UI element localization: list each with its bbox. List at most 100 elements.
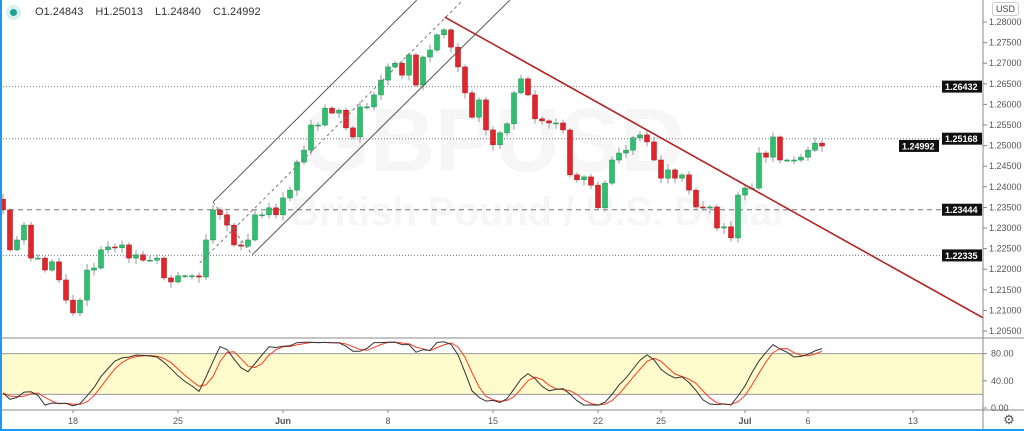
candle-up — [770, 136, 776, 158]
candle-down — [539, 118, 545, 122]
candle-down — [238, 244, 244, 247]
candle-up — [266, 207, 272, 216]
candle-down — [714, 206, 720, 229]
settings-gear-icon[interactable]: ⚙ — [1003, 412, 1015, 427]
candle-down — [490, 129, 496, 146]
candle-down — [658, 159, 664, 179]
candle-down — [231, 224, 237, 246]
candle-up — [336, 109, 342, 114]
candle-up — [756, 152, 762, 189]
candle-down — [651, 141, 657, 161]
legend-close: C1.24992 — [212, 6, 261, 18]
price-tick-label: 1.27500 — [989, 38, 1022, 48]
level-price-label: 1.26432 — [945, 82, 978, 92]
candle-up — [105, 246, 111, 251]
candle-down — [56, 261, 62, 281]
candle-up — [679, 174, 685, 179]
candle-up — [49, 261, 55, 271]
candle-up — [147, 259, 153, 262]
bottom-border — [0, 429, 1024, 431]
channel-upper-line — [212, 0, 418, 203]
candle-down — [399, 62, 405, 76]
price-tick-label: 1.26500 — [989, 79, 1022, 89]
candle-up — [392, 62, 398, 68]
candle-up — [406, 54, 412, 76]
level-price-label-box — [942, 132, 982, 145]
stochastic-d-line — [2, 341, 823, 406]
currency-badge[interactable]: USD — [992, 2, 1020, 16]
time-tick-label: 25 — [173, 416, 183, 426]
candle-up — [371, 94, 377, 108]
candle-up — [602, 182, 608, 209]
stoch-tick-label: 0.00 — [991, 403, 1009, 413]
candle-up — [189, 275, 195, 278]
candle-down — [329, 107, 335, 114]
candle-up — [504, 123, 510, 134]
candle-down — [413, 54, 419, 86]
candle-up — [497, 132, 503, 146]
candle-up — [210, 209, 216, 241]
candle-up — [616, 152, 622, 161]
candle-up — [735, 194, 741, 239]
candle-up — [21, 224, 27, 241]
time-tick-label: 18 — [68, 416, 78, 426]
candle-up — [511, 92, 517, 125]
stochastic-pane — [0, 341, 983, 407]
price-tick-label: 1.21000 — [989, 305, 1022, 315]
candle-down — [140, 254, 146, 261]
candle-up — [427, 49, 433, 58]
candle-up — [315, 124, 321, 127]
candle-down — [819, 142, 825, 147]
candle-up — [287, 189, 293, 199]
price-tick-label: 1.22000 — [989, 264, 1022, 274]
candle-down — [567, 129, 573, 176]
price-tick-label: 1.27000 — [989, 58, 1022, 68]
level-price-label-box — [942, 80, 982, 93]
candle-up — [385, 66, 391, 81]
candle-up — [252, 214, 258, 241]
time-tick-label: Jun — [275, 416, 291, 426]
candle-up — [14, 239, 20, 251]
candle-up — [280, 197, 286, 216]
candle-up — [812, 142, 818, 151]
candle-up — [322, 107, 328, 126]
candle-up — [175, 275, 181, 283]
candle-down — [224, 214, 230, 226]
price-tick-label: 1.24500 — [989, 161, 1022, 171]
price-tick-label: 1.22500 — [989, 244, 1022, 254]
level-price-label: 1.22335 — [945, 251, 978, 261]
channel-mid-line — [199, 0, 464, 264]
candle-up — [294, 161, 300, 191]
time-tick-label: 15 — [488, 416, 498, 426]
candle-up — [630, 137, 636, 151]
candle-down — [560, 122, 566, 131]
legend-low: L1.24840 — [155, 6, 201, 18]
candle-up — [707, 206, 713, 209]
candle-down — [70, 299, 76, 314]
candle-up — [91, 267, 97, 271]
time-tick-label: 6 — [805, 416, 810, 426]
channel-lower-line — [251, 0, 511, 256]
time-tick-label: Jul — [738, 416, 751, 426]
candle-up — [77, 299, 83, 314]
candle-up — [420, 56, 426, 86]
candle-down — [693, 189, 699, 208]
stochastic-band — [0, 353, 983, 395]
candle-down — [686, 174, 692, 191]
candle-down — [672, 169, 678, 179]
candle-up — [721, 226, 727, 229]
candle-up — [476, 99, 482, 118]
legend-high: H1.25013 — [95, 6, 144, 18]
time-tick-label: 22 — [593, 416, 603, 426]
candle-up — [623, 149, 629, 154]
candle-down — [28, 224, 34, 259]
candle-up — [805, 149, 811, 158]
price-tick-label: 1.26000 — [989, 99, 1022, 109]
candle-down — [161, 257, 167, 279]
market-status-icon — [10, 8, 17, 16]
price-tick-label: 1.20500 — [989, 326, 1022, 336]
candle-up — [133, 254, 139, 259]
price-tick-label: 1.24000 — [989, 182, 1022, 192]
candle-up — [364, 106, 370, 109]
